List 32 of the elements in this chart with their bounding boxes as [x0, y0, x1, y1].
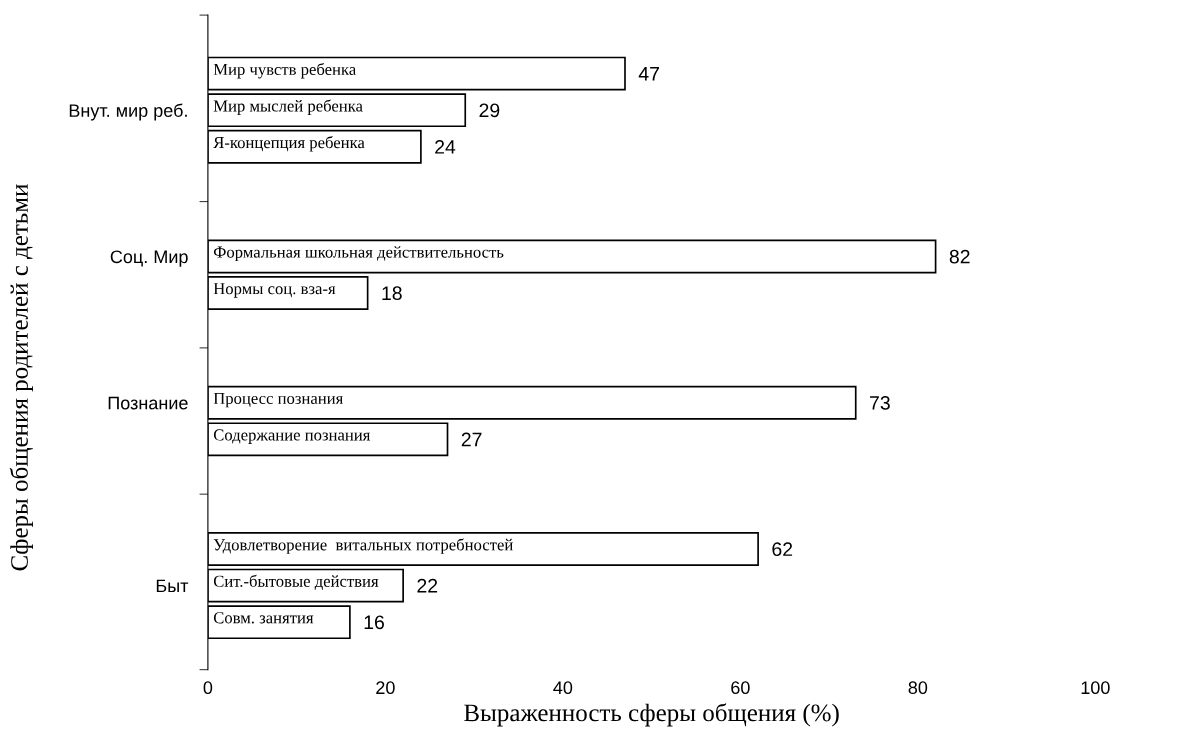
text: Быт [156, 579, 189, 593]
data-label: 24 [435, 140, 456, 154]
data-label: 27 [461, 432, 482, 447]
data-label: 82 [949, 249, 970, 264]
data-label: 22 [417, 578, 438, 593]
x-tick-label: 100 [1081, 681, 1110, 695]
y-tick-label: Совм. занятия [213, 612, 314, 624]
data-label: 47 [638, 67, 659, 81]
y-tick-label: Нормы соц. вза-я [213, 283, 336, 298]
x-tick-label: 0 [203, 681, 213, 695]
y-tick-label: Процесс познания [213, 392, 343, 408]
y-tick-label: Сит.-бытовые действия [213, 574, 379, 590]
x-axis-title: Выраженность сферы общения (%) [464, 703, 839, 727]
data-label: 73 [870, 396, 890, 410]
x-tick-label: 20 [376, 681, 395, 695]
y-tick-label: Мир мыслей ребенка [213, 99, 363, 115]
data-label: 62 [772, 542, 793, 557]
y-tick-label: Формальная школьная действительность [213, 246, 504, 262]
data-label: 16 [364, 615, 384, 630]
x-tick-label: 60 [731, 681, 750, 695]
data-label: 29 [479, 103, 500, 118]
y-tick-label: Содержание познания [213, 429, 371, 444]
x-tick-label: 80 [908, 681, 928, 695]
y-tick-label: Мир чувств ребенка [213, 62, 356, 79]
text: Сферы общения родителей с детьми [9, 184, 33, 571]
y-tick-label: Я-концепция ребенка [213, 136, 365, 152]
x-tick-label: 40 [553, 681, 573, 695]
y-tick-label: Удовлетворение витальных потребностей [213, 538, 513, 554]
text: Познание [108, 396, 188, 410]
data-label: 18 [382, 286, 402, 301]
text: Внут. мир реб. [69, 103, 187, 121]
text: Соц. Мир [110, 250, 188, 267]
